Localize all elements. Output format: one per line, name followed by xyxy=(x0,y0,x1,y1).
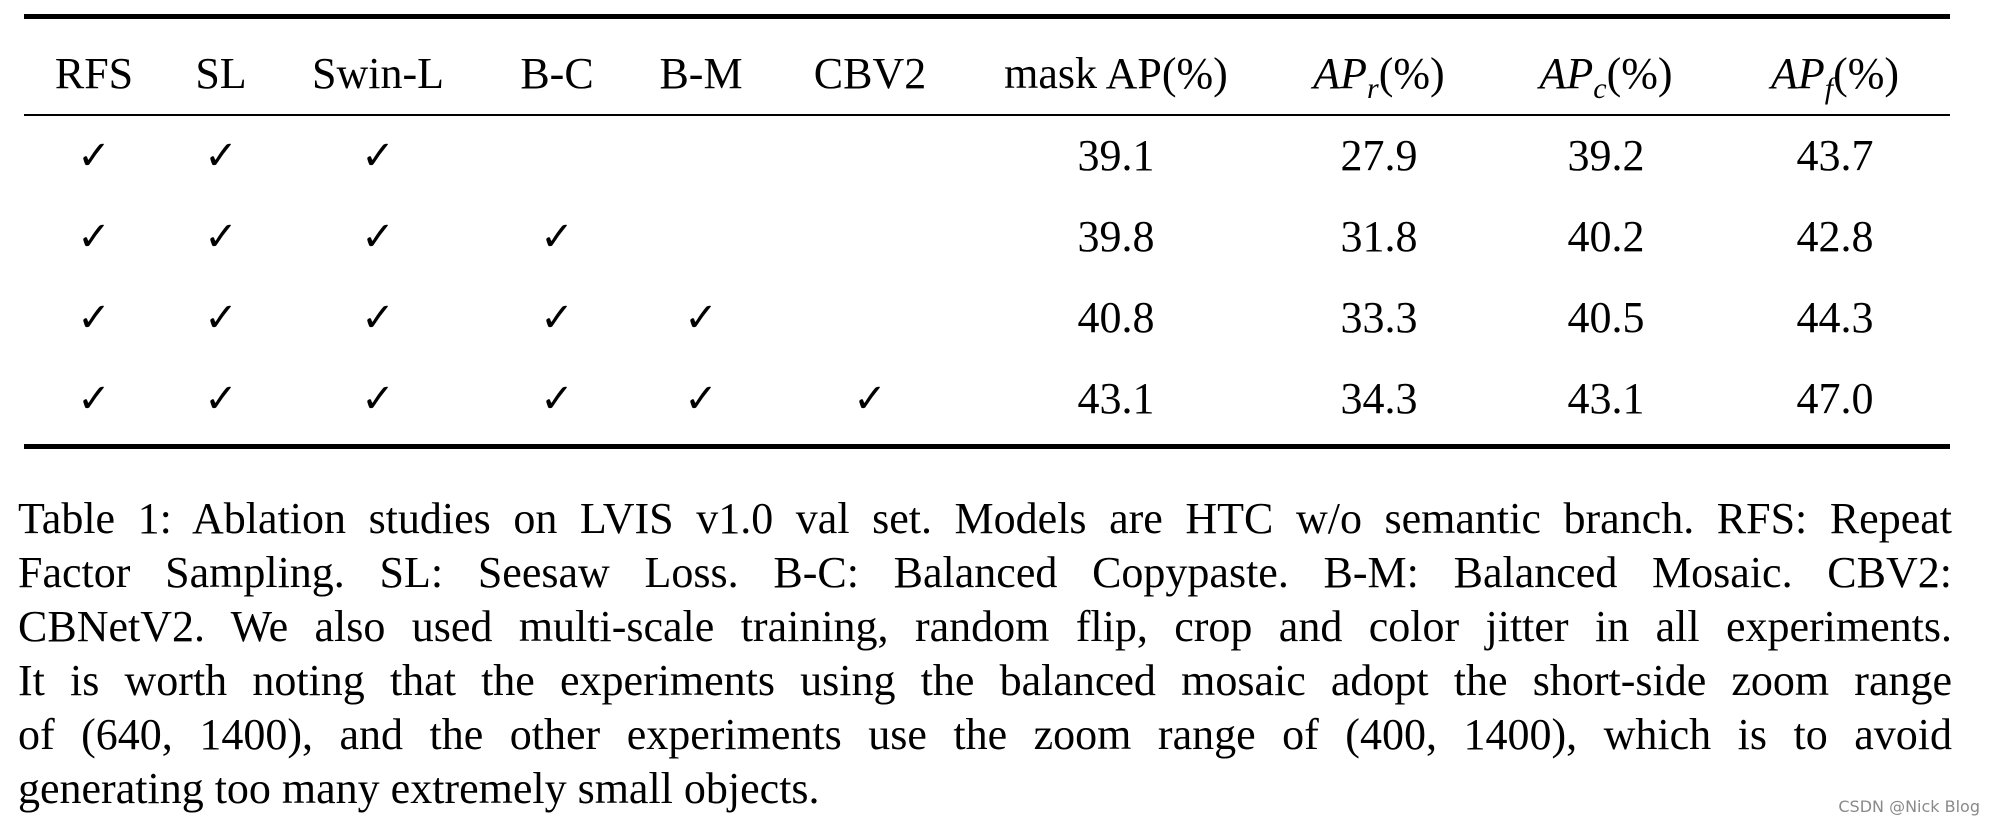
header-ap-c: APc(%) xyxy=(1539,49,1673,105)
table-bottom-rule xyxy=(24,444,1950,449)
cell-mask-ap: 39.1 xyxy=(1077,131,1155,180)
check-mark-icon: ✓ xyxy=(361,133,395,179)
cell-ap-c: 40.5 xyxy=(1567,293,1645,342)
cell-mask-ap: 43.1 xyxy=(1077,374,1155,423)
watermark: CSDN @Nick Blog xyxy=(1838,797,1980,816)
header-rfs: RFS xyxy=(54,49,134,98)
check-mark-icon: ✓ xyxy=(204,376,238,422)
cell-mask-ap: 39.8 xyxy=(1077,212,1155,261)
header-mask-ap: mask AP(%) xyxy=(1004,49,1228,98)
header-ap-f: APf(%) xyxy=(1770,49,1900,105)
check-mark-icon: ✓ xyxy=(204,214,238,260)
cell-ap-c: 40.2 xyxy=(1567,212,1645,261)
table-top-rule xyxy=(24,14,1950,19)
header-cbv2: CBV2 xyxy=(813,49,927,98)
table-caption: Table 1: Ablation studies on LVIS v1.0 v… xyxy=(18,492,1952,816)
caption-line: generating too many extremely small obje… xyxy=(18,764,820,813)
cell-ap-r: 34.3 xyxy=(1340,374,1418,423)
check-mark-icon: ✓ xyxy=(77,376,111,422)
check-mark-icon: ✓ xyxy=(77,295,111,341)
check-mark-icon: ✓ xyxy=(361,214,395,260)
caption-line: CBNetV2. We also used multi-scale traini… xyxy=(18,602,1952,651)
caption-line: of (640, 1400), and the other experiment… xyxy=(18,710,1952,759)
header-swin-l: Swin-L xyxy=(312,49,444,98)
check-mark-icon: ✓ xyxy=(361,376,395,422)
caption-line: Factor Sampling. SL: Seesaw Loss. B-C: B… xyxy=(18,548,1952,597)
header-sl: SL xyxy=(195,49,247,98)
check-mark-icon: ✓ xyxy=(853,376,887,422)
check-mark-icon: ✓ xyxy=(77,133,111,179)
check-mark-icon: ✓ xyxy=(684,295,718,341)
table-header-rule xyxy=(24,114,1950,116)
cell-ap-r: 33.3 xyxy=(1340,293,1418,342)
header-b-c: B-C xyxy=(520,49,594,98)
check-mark-icon: ✓ xyxy=(361,295,395,341)
caption-line: Table 1: Ablation studies on LVIS v1.0 v… xyxy=(18,494,1952,543)
check-mark-icon: ✓ xyxy=(540,214,574,260)
cell-mask-ap: 40.8 xyxy=(1077,293,1155,342)
cell-ap-r: 31.8 xyxy=(1340,212,1418,261)
cell-ap-f: 44.3 xyxy=(1796,293,1874,342)
check-mark-icon: ✓ xyxy=(77,214,111,260)
check-mark-icon: ✓ xyxy=(204,295,238,341)
cell-ap-f: 47.0 xyxy=(1796,374,1874,423)
cell-ap-f: 43.7 xyxy=(1796,131,1874,180)
header-ap-r: APr(%) xyxy=(1313,49,1445,105)
cell-ap-c: 39.2 xyxy=(1567,131,1645,180)
check-mark-icon: ✓ xyxy=(204,133,238,179)
check-mark-icon: ✓ xyxy=(684,376,718,422)
cell-ap-r: 27.9 xyxy=(1340,131,1418,180)
check-mark-icon: ✓ xyxy=(540,295,574,341)
header-b-m: B-M xyxy=(659,49,743,98)
check-mark-icon: ✓ xyxy=(540,376,574,422)
cell-ap-f: 42.8 xyxy=(1796,212,1874,261)
cell-ap-c: 43.1 xyxy=(1567,374,1645,423)
caption-line: It is worth noting that the experiments … xyxy=(18,656,1952,705)
